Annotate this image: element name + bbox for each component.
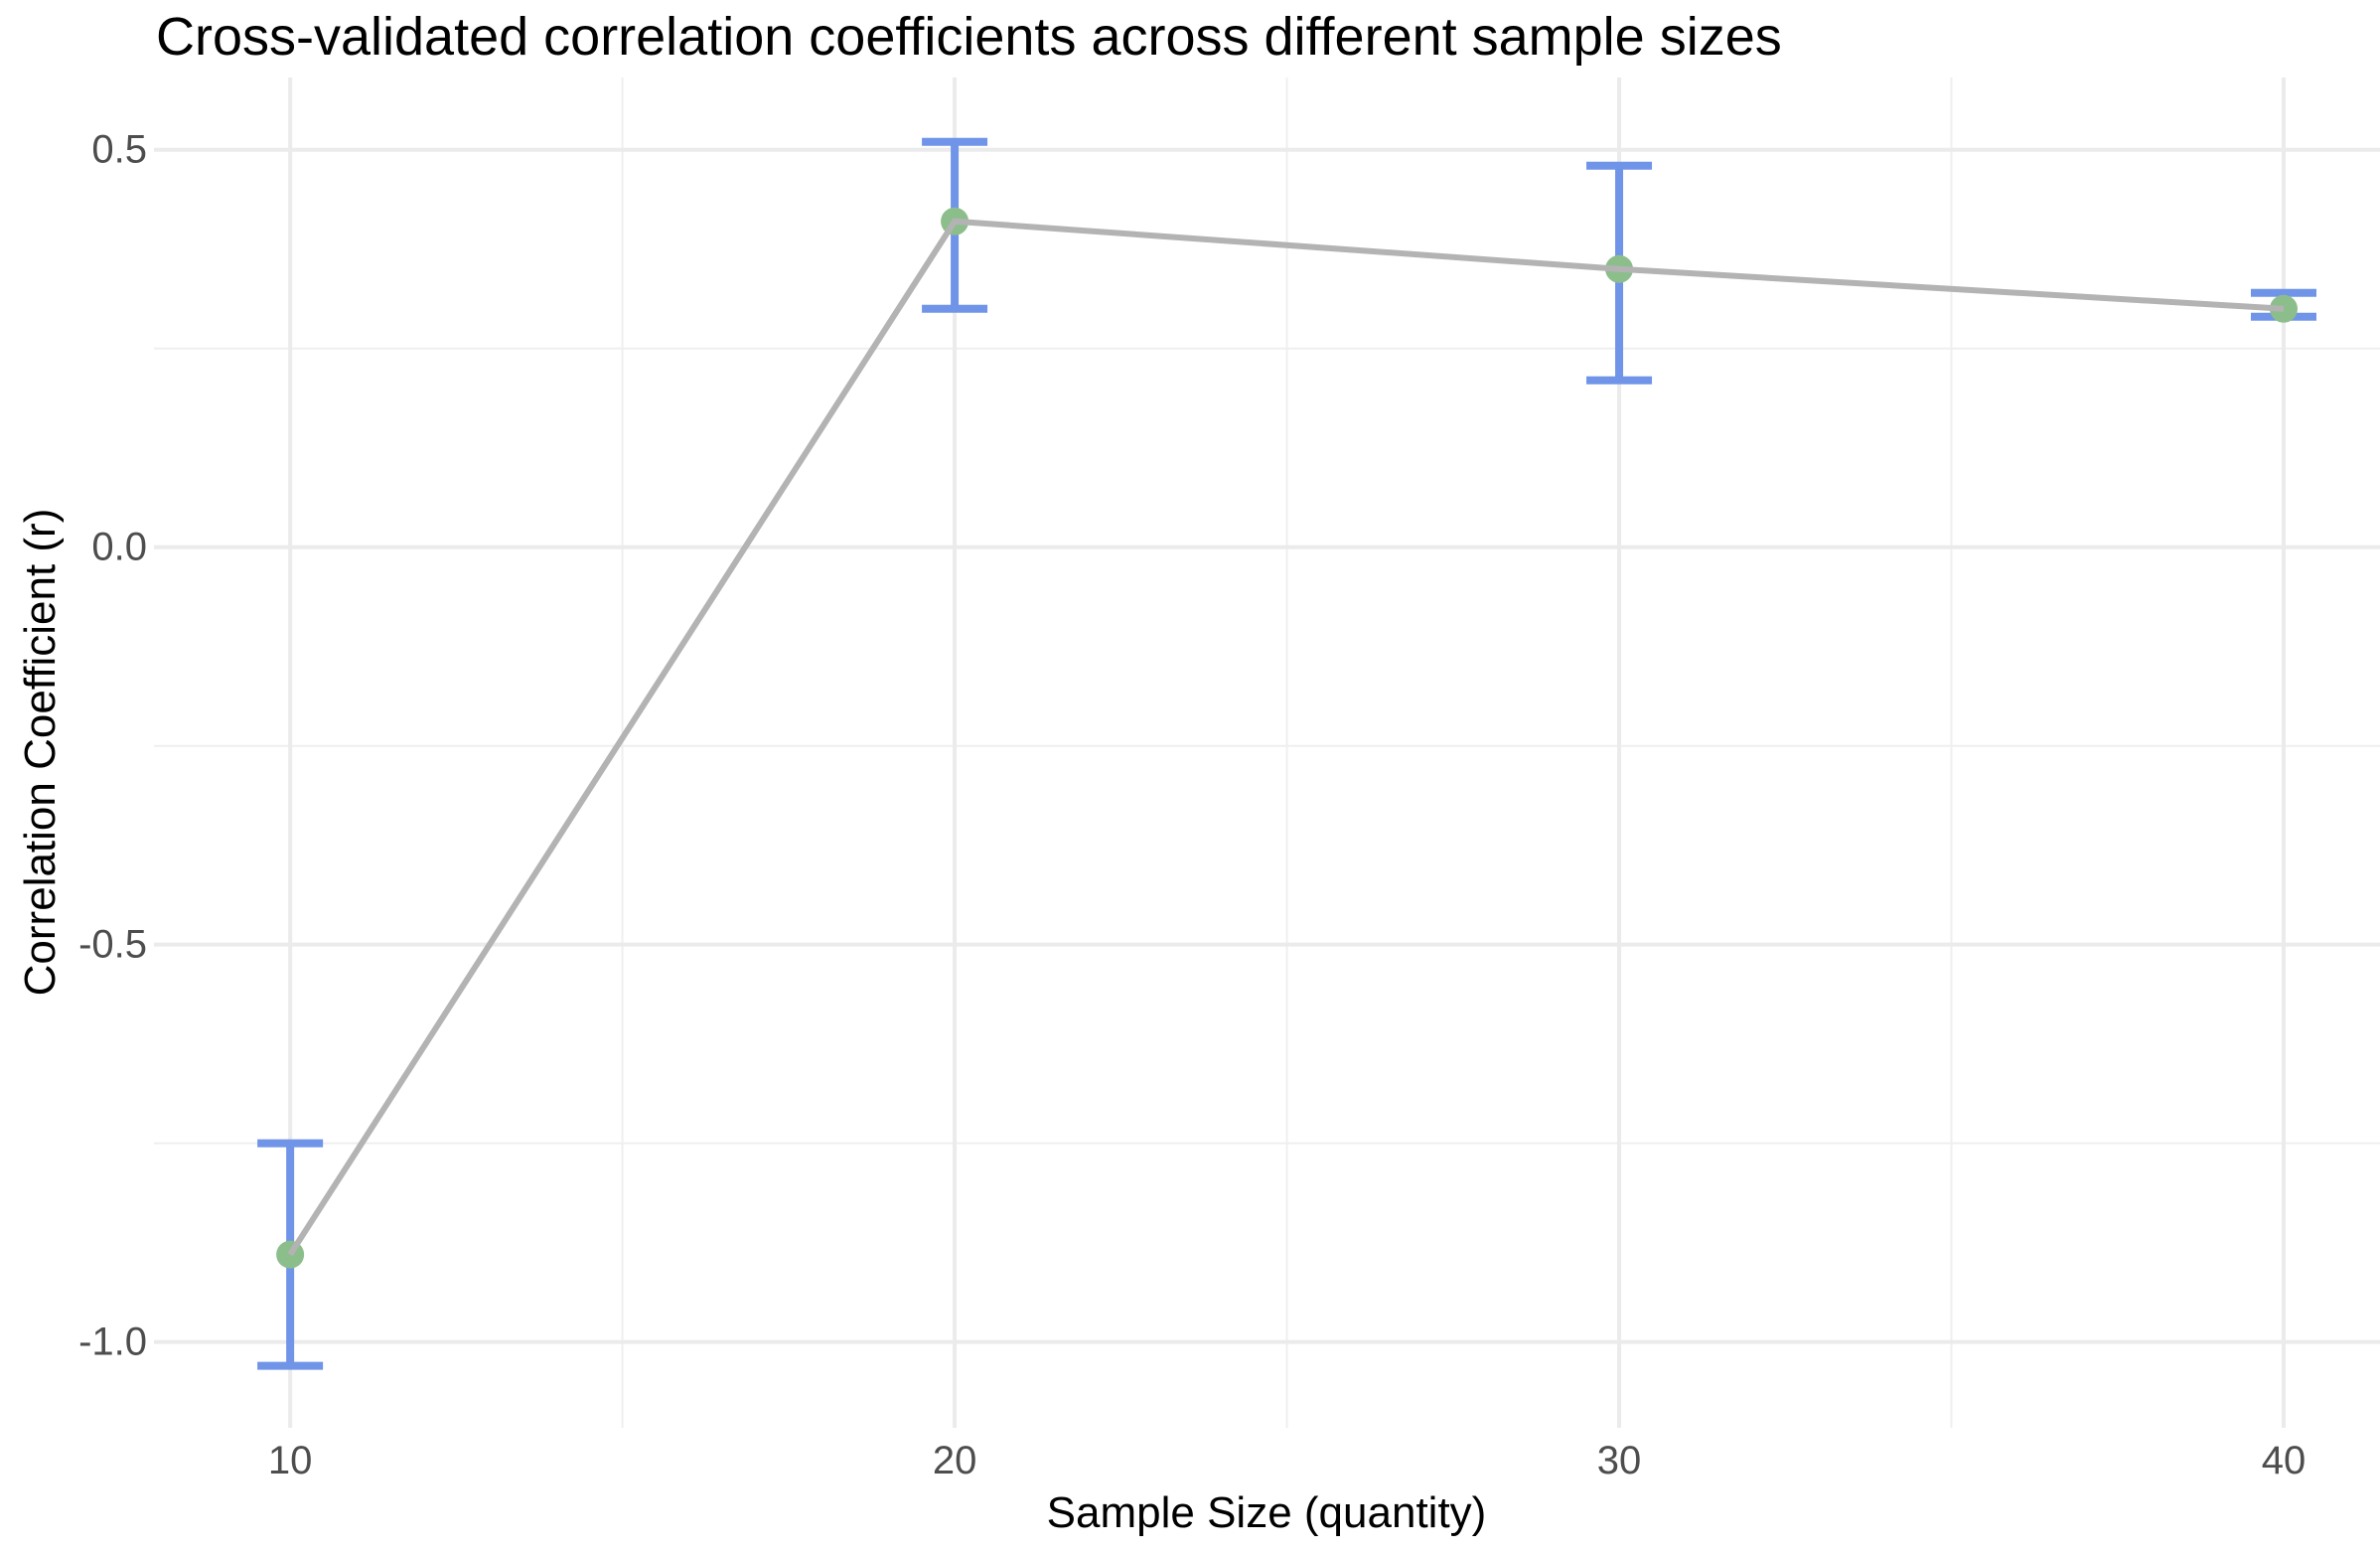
y-tick-label: 0.5	[91, 127, 147, 172]
y-tick-label: 0.0	[91, 525, 147, 569]
y-tick-label: -1.0	[78, 1320, 147, 1364]
chart-title: Cross-validated correlation coefficients…	[156, 7, 1782, 67]
x-tick-label: 10	[267, 1439, 313, 1482]
x-tick-label: 30	[1596, 1439, 1642, 1482]
x-tick-label: 40	[2261, 1439, 2306, 1482]
y-tick-label: -0.5	[78, 922, 147, 967]
x-tick-label: 20	[932, 1439, 977, 1482]
series-line	[287, 218, 2285, 1257]
x-axis-title: Sample Size (quantity)	[1046, 1488, 1487, 1537]
